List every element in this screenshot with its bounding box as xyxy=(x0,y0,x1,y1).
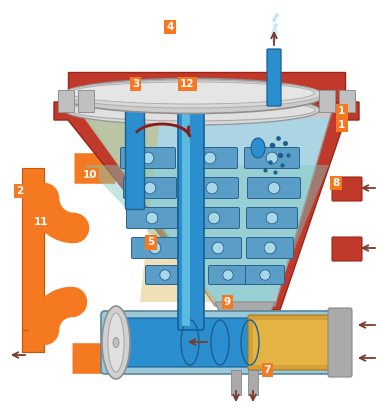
Polygon shape xyxy=(80,108,333,306)
Ellipse shape xyxy=(70,82,314,104)
FancyBboxPatch shape xyxy=(123,178,176,199)
Polygon shape xyxy=(22,168,44,330)
FancyBboxPatch shape xyxy=(126,208,178,229)
Text: 3: 3 xyxy=(132,79,139,89)
FancyBboxPatch shape xyxy=(146,266,185,284)
FancyBboxPatch shape xyxy=(194,238,241,259)
FancyBboxPatch shape xyxy=(246,208,298,229)
Polygon shape xyxy=(54,102,359,310)
Ellipse shape xyxy=(149,242,161,254)
Text: 11: 11 xyxy=(34,217,49,227)
Ellipse shape xyxy=(208,212,220,224)
FancyBboxPatch shape xyxy=(244,148,299,169)
Ellipse shape xyxy=(266,152,278,164)
Ellipse shape xyxy=(204,152,216,164)
FancyBboxPatch shape xyxy=(58,90,74,112)
Text: 4: 4 xyxy=(166,22,174,32)
Ellipse shape xyxy=(65,95,319,125)
Text: 5: 5 xyxy=(147,238,154,247)
FancyBboxPatch shape xyxy=(209,266,248,284)
FancyBboxPatch shape xyxy=(126,86,144,210)
Ellipse shape xyxy=(251,138,265,158)
FancyBboxPatch shape xyxy=(248,178,301,199)
Ellipse shape xyxy=(63,80,322,108)
FancyBboxPatch shape xyxy=(182,89,190,326)
FancyBboxPatch shape xyxy=(267,49,281,106)
Polygon shape xyxy=(215,302,275,325)
Polygon shape xyxy=(84,118,329,302)
FancyBboxPatch shape xyxy=(178,86,204,330)
Ellipse shape xyxy=(266,212,278,224)
Polygon shape xyxy=(68,72,345,102)
Ellipse shape xyxy=(142,152,154,164)
Text: 12: 12 xyxy=(180,79,194,89)
Text: 1: 1 xyxy=(338,120,345,130)
Ellipse shape xyxy=(113,337,119,347)
Ellipse shape xyxy=(144,182,156,194)
Polygon shape xyxy=(84,118,217,302)
Ellipse shape xyxy=(102,306,130,379)
FancyBboxPatch shape xyxy=(332,237,362,261)
FancyBboxPatch shape xyxy=(248,315,344,370)
Ellipse shape xyxy=(68,99,316,121)
FancyBboxPatch shape xyxy=(231,370,241,395)
Text: 7: 7 xyxy=(264,365,271,375)
FancyBboxPatch shape xyxy=(339,90,355,112)
Ellipse shape xyxy=(60,79,324,113)
FancyBboxPatch shape xyxy=(248,370,258,395)
Ellipse shape xyxy=(260,270,270,280)
FancyBboxPatch shape xyxy=(120,148,175,169)
Ellipse shape xyxy=(160,270,170,280)
FancyBboxPatch shape xyxy=(101,311,344,374)
FancyBboxPatch shape xyxy=(131,238,178,259)
FancyBboxPatch shape xyxy=(246,266,285,284)
FancyBboxPatch shape xyxy=(186,178,238,199)
Ellipse shape xyxy=(223,270,233,280)
FancyBboxPatch shape xyxy=(332,177,362,201)
Polygon shape xyxy=(84,165,329,302)
FancyBboxPatch shape xyxy=(319,90,335,112)
Ellipse shape xyxy=(108,313,124,372)
Text: 2: 2 xyxy=(16,186,23,196)
Text: 1: 1 xyxy=(338,106,345,116)
Ellipse shape xyxy=(146,212,158,224)
FancyBboxPatch shape xyxy=(183,148,238,169)
Ellipse shape xyxy=(206,182,218,194)
FancyBboxPatch shape xyxy=(246,238,293,259)
FancyBboxPatch shape xyxy=(78,90,94,112)
FancyBboxPatch shape xyxy=(188,208,240,229)
Ellipse shape xyxy=(264,242,276,254)
FancyBboxPatch shape xyxy=(253,320,342,365)
Text: 8: 8 xyxy=(333,178,340,188)
Text: 10: 10 xyxy=(83,170,97,180)
Polygon shape xyxy=(22,330,44,352)
Ellipse shape xyxy=(212,242,224,254)
Text: 9: 9 xyxy=(224,297,231,307)
Ellipse shape xyxy=(268,182,280,194)
FancyBboxPatch shape xyxy=(328,308,352,377)
FancyBboxPatch shape xyxy=(112,318,333,367)
